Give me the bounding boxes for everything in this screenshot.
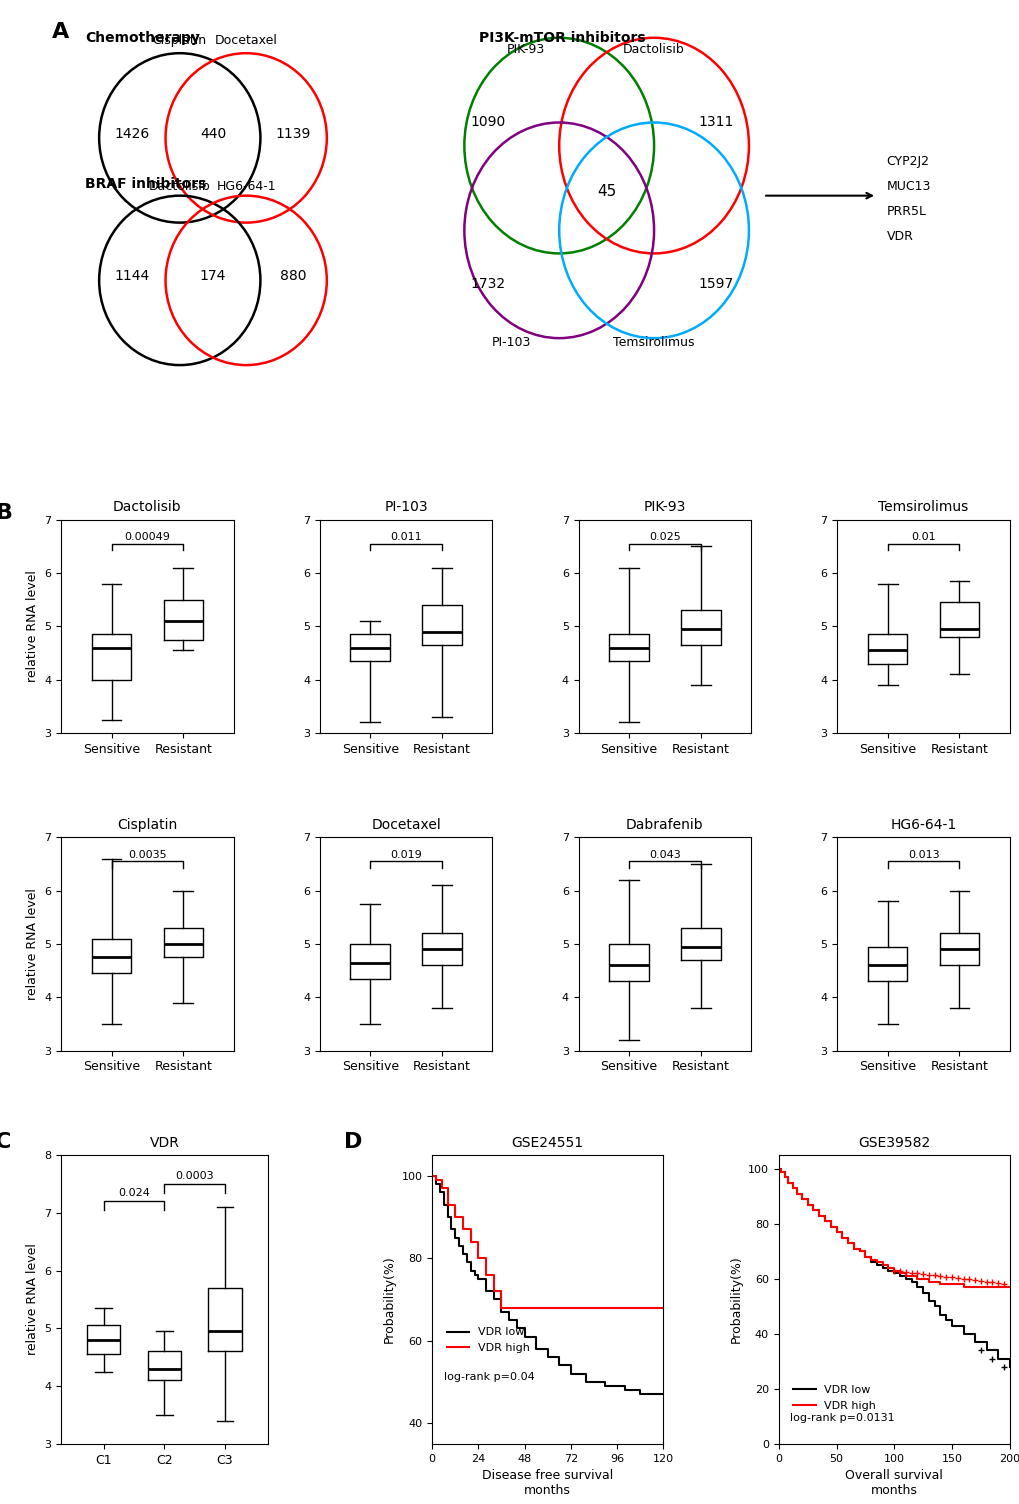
Legend: VDR low, VDR high: VDR low, VDR high [442,1324,534,1358]
Text: 1139: 1139 [276,126,311,141]
Text: MUC13: MUC13 [886,179,930,193]
Title: GSE39582: GSE39582 [857,1136,929,1149]
Text: VDR: VDR [886,230,912,242]
Text: 1311: 1311 [697,116,733,129]
Text: 174: 174 [200,269,226,283]
Title: Cisplatin: Cisplatin [117,818,177,832]
Text: 0.024: 0.024 [118,1188,150,1199]
Text: 880: 880 [280,269,307,283]
Text: D: D [344,1133,363,1152]
Text: 440: 440 [200,126,226,141]
Title: Dactolisib: Dactolisib [113,501,181,514]
Text: log-rank p=0.04: log-rank p=0.04 [443,1372,534,1382]
Text: 0.0035: 0.0035 [128,850,166,860]
Title: Docetaxel: Docetaxel [371,818,440,832]
Text: BRAF inhibitors: BRAF inhibitors [85,177,206,191]
Text: PI-103: PI-103 [491,335,531,349]
Text: 0.00049: 0.00049 [124,532,170,541]
Title: HG6-64-1: HG6-64-1 [890,818,956,832]
Title: VDR: VDR [149,1136,179,1149]
Text: 0.01: 0.01 [910,532,935,541]
Text: 0.0003: 0.0003 [175,1172,214,1181]
Text: Temsirolimus: Temsirolimus [612,335,694,349]
Text: 0.043: 0.043 [648,850,680,860]
Text: Dactolisib: Dactolisib [623,44,685,56]
Text: Chemotherapy: Chemotherapy [85,30,200,45]
Legend: VDR low, VDR high: VDR low, VDR high [788,1381,880,1415]
Title: GSE24551: GSE24551 [512,1136,583,1149]
Text: HG6-64-1: HG6-64-1 [216,180,276,193]
X-axis label: Overall survival
months: Overall survival months [845,1469,943,1496]
Text: 45: 45 [596,183,615,199]
Text: B: B [0,502,12,522]
Y-axis label: relative RNA level: relative RNA level [25,570,39,683]
Text: A: A [52,23,69,42]
Text: CYP2J2: CYP2J2 [886,155,928,167]
Y-axis label: Probability(%): Probability(%) [382,1256,395,1343]
Text: 0.019: 0.019 [390,850,422,860]
Title: PIK-93: PIK-93 [643,501,686,514]
Y-axis label: relative RNA level: relative RNA level [25,887,39,1000]
Text: 0.025: 0.025 [648,532,680,541]
Text: Dactolisib: Dactolisib [149,180,211,193]
Text: C: C [0,1133,11,1152]
Text: log-rank p=0.0131: log-rank p=0.0131 [790,1412,894,1423]
Text: 0.013: 0.013 [907,850,938,860]
X-axis label: Disease free survival
months: Disease free survival months [482,1469,612,1496]
Title: PI-103: PI-103 [384,501,428,514]
Text: 0.011: 0.011 [390,532,422,541]
Y-axis label: Probability(%): Probability(%) [729,1256,742,1343]
Text: 1144: 1144 [114,269,150,283]
Text: PRR5L: PRR5L [886,205,925,218]
Text: Docetaxel: Docetaxel [215,33,277,47]
Text: PIK-93: PIK-93 [506,44,544,56]
Text: 1732: 1732 [470,277,505,292]
Text: PI3K-mTOR inhibitors: PI3K-mTOR inhibitors [478,30,645,45]
Y-axis label: relative RNA level: relative RNA level [25,1244,39,1355]
Title: Temsirolimus: Temsirolimus [877,501,968,514]
Text: 1426: 1426 [114,126,150,141]
Text: Cisplatin: Cisplatin [153,33,207,47]
Text: 1090: 1090 [470,116,505,129]
Title: Dabrafenib: Dabrafenib [626,818,703,832]
Text: 1597: 1597 [697,277,733,292]
